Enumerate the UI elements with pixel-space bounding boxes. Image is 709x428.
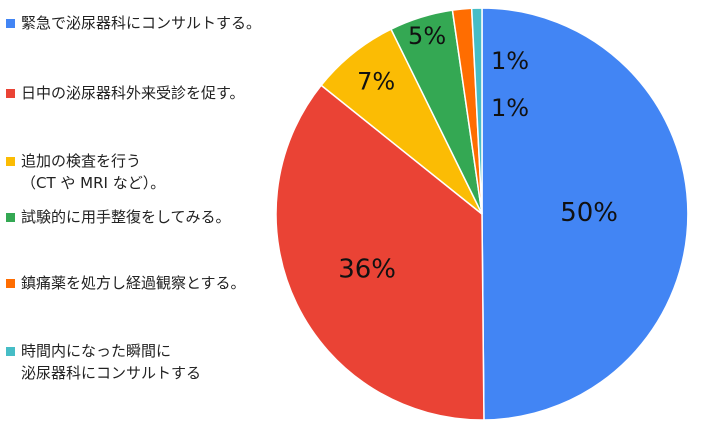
- pie-slice-urgent-consult: [481, 7, 689, 421]
- slice-value-label-daytime-visit: 36%: [338, 254, 396, 284]
- legend-label-manual-reduction: 試験的に用手整復をしてみる。: [21, 208, 231, 226]
- legend-item-daytime-visit: 日中の泌尿器科外来受診を促す。: [6, 82, 245, 104]
- legend-label-analgesics: 鎮痛薬を処方し経過観察とする。: [21, 274, 246, 292]
- legend-swatch-consult-on-hours: [6, 347, 15, 356]
- legend-item-consult-on-hours: 時間内になった瞬間に 泌尿器科にコンサルトする: [6, 340, 201, 384]
- legend-item-additional-tests: 追加の検査を行う （CT や MRI など）。: [6, 150, 165, 194]
- pie-slice-daytime-visit: [275, 84, 485, 421]
- legend-item-analgesics: 鎮痛薬を処方し経過観察とする。: [6, 272, 246, 294]
- slice-value-label-additional-tests: 7%: [357, 67, 395, 95]
- outside-value-label-2: 1%: [491, 94, 529, 122]
- legend-swatch-manual-reduction: [6, 213, 15, 222]
- pie-slice-consult-on-hours: [470, 7, 483, 215]
- legend-swatch-daytime-visit: [6, 89, 15, 98]
- outside-value-label-1: 1%: [491, 47, 529, 75]
- slice-value-label-urgent-consult: 50%: [560, 198, 618, 228]
- legend-swatch-analgesics: [6, 279, 15, 288]
- legend-label-urgent-consult: 緊急で泌尿器科にコンサルトする。: [21, 14, 262, 32]
- legend-label-consult-on-hours: 時間内になった瞬間に 泌尿器科にコンサルトする: [21, 342, 202, 382]
- legend-label-additional-tests: 追加の検査を行う （CT や MRI など）。: [21, 152, 166, 192]
- legend-swatch-urgent-consult: [6, 19, 15, 28]
- legend-item-manual-reduction: 試験的に用手整復をしてみる。: [6, 206, 231, 228]
- legend-item-urgent-consult: 緊急で泌尿器科にコンサルトする。: [6, 12, 261, 34]
- legend-label-daytime-visit: 日中の泌尿器科外来受診を促す。: [21, 84, 245, 102]
- legend: 緊急で泌尿器科にコンサルトする。 日中の泌尿器科外来受診を促す。 追加の検査を行…: [6, 0, 296, 428]
- slice-value-label-manual-reduction: 5%: [408, 22, 446, 50]
- legend-swatch-additional-tests: [6, 157, 15, 166]
